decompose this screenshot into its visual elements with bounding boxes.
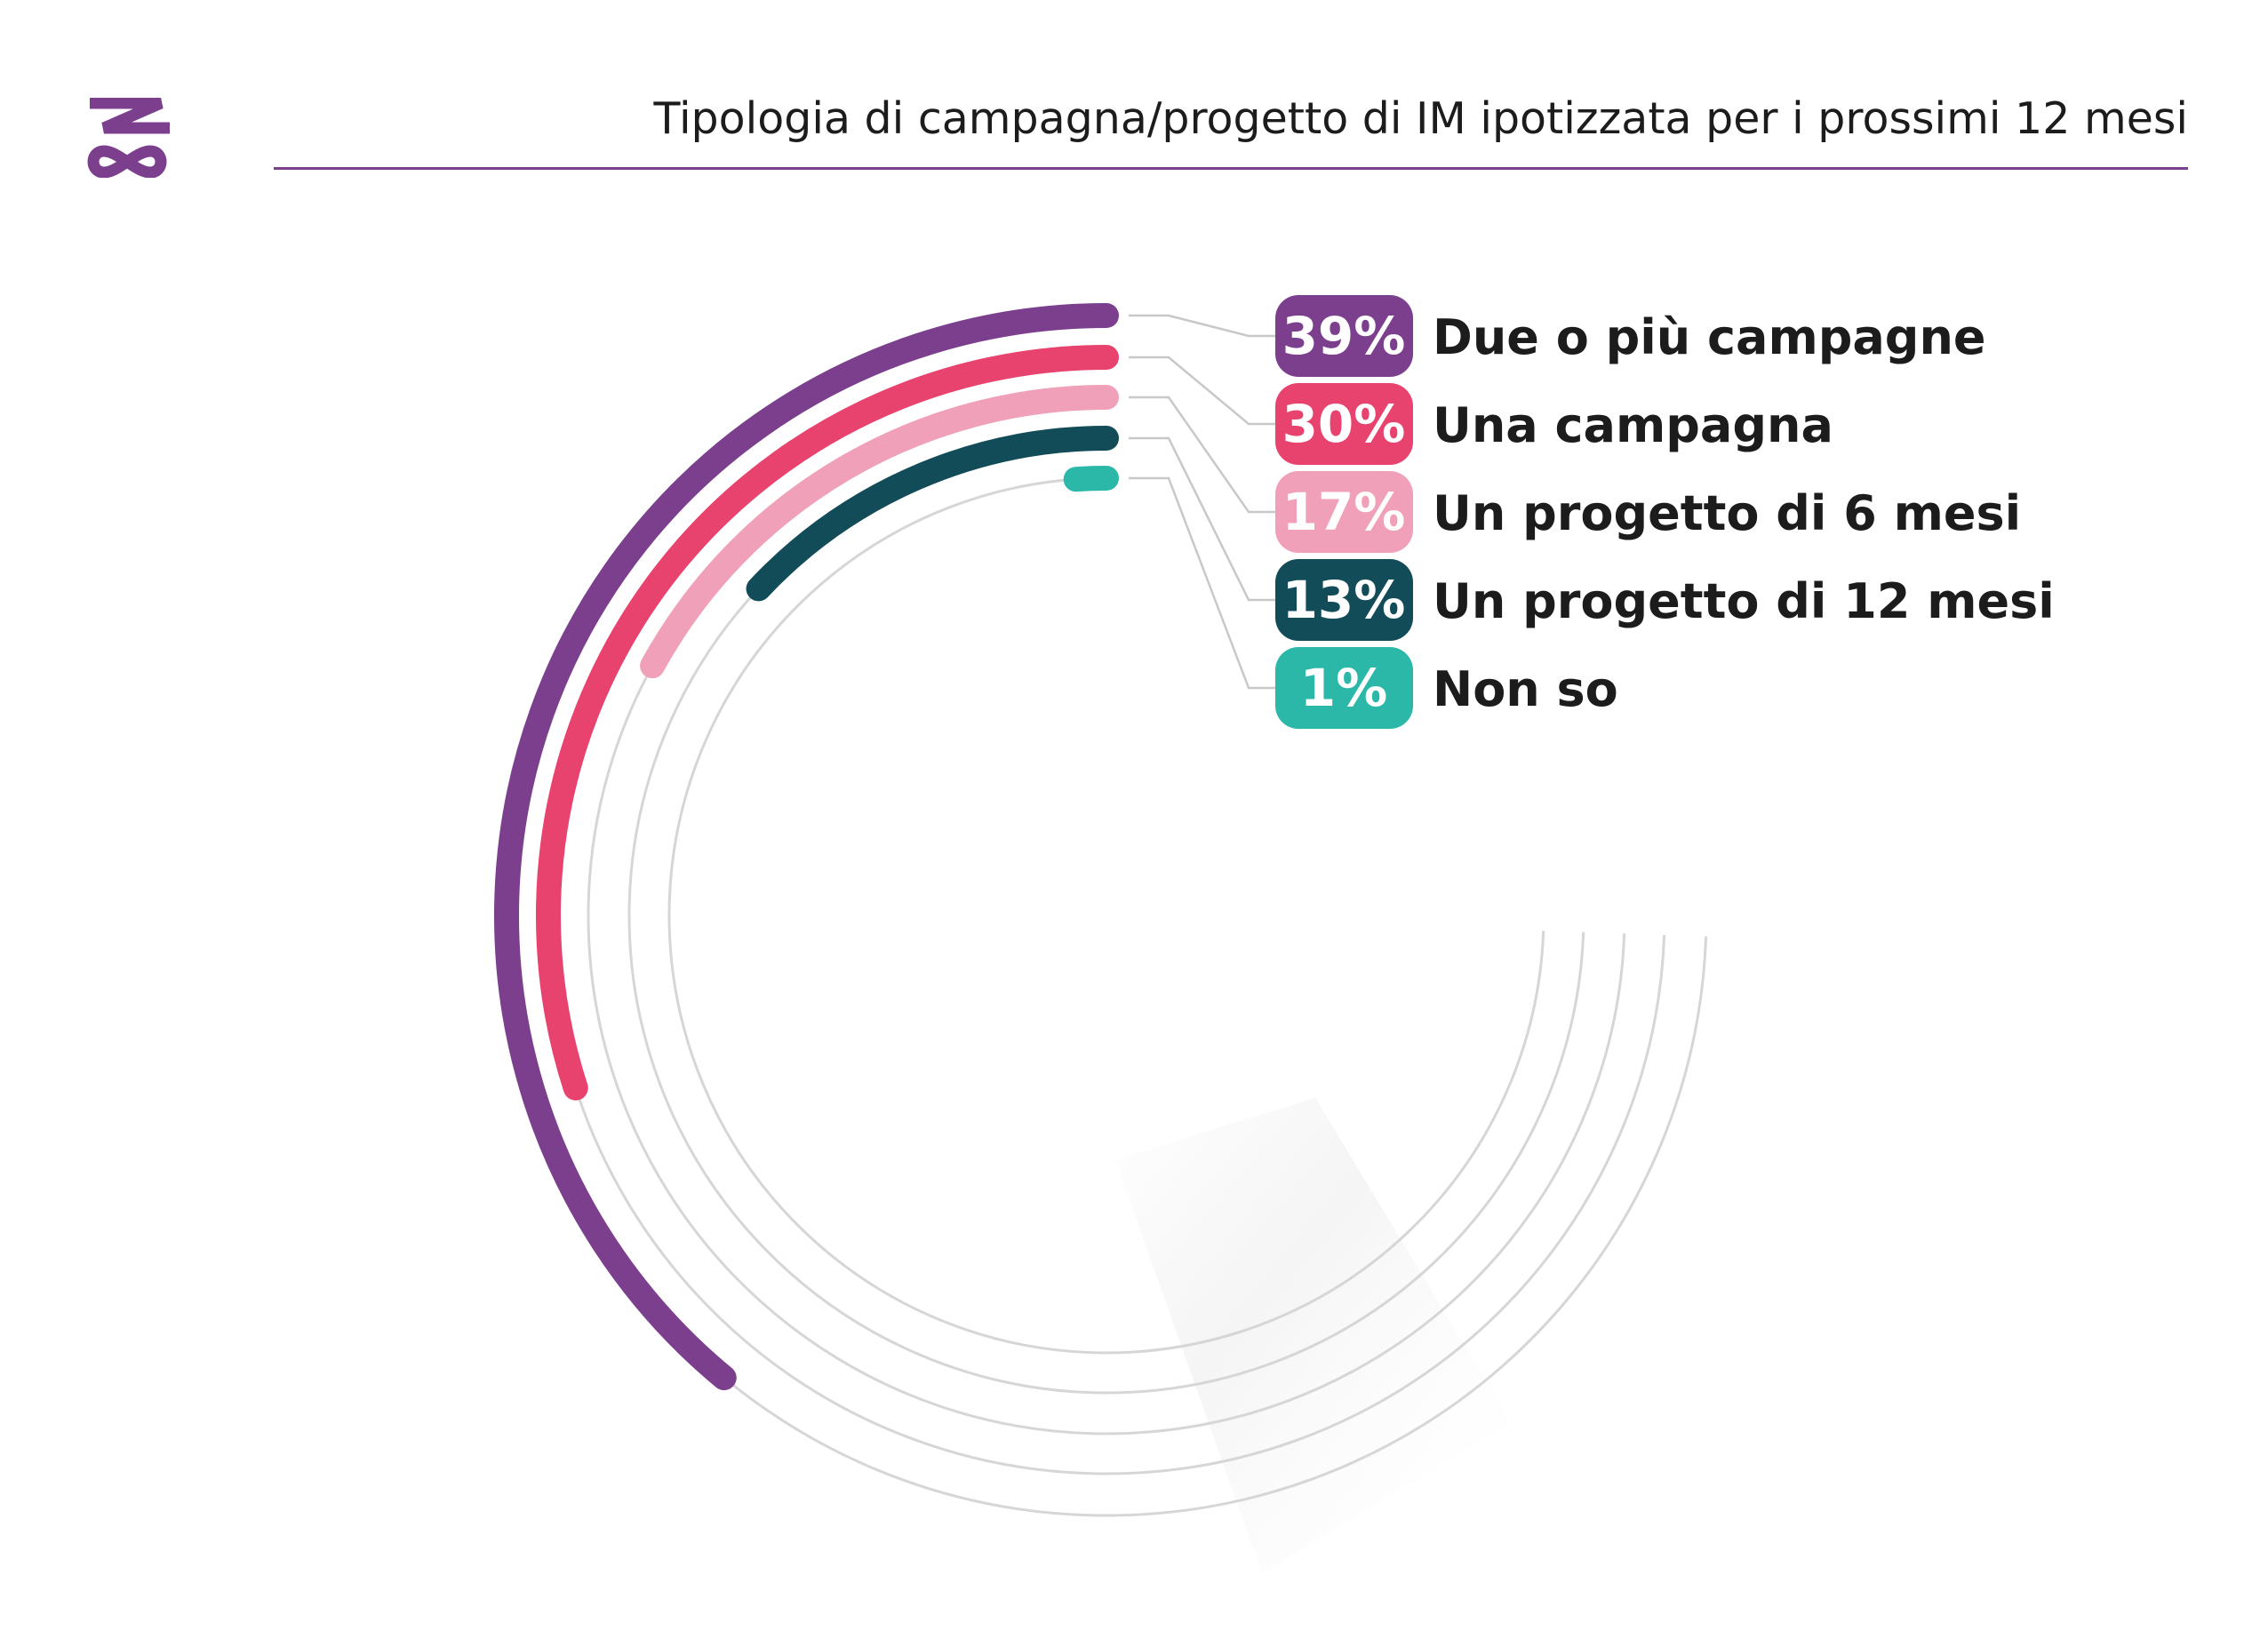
bar-4 xyxy=(746,426,1119,602)
leader-line xyxy=(1129,476,1284,690)
leader-line xyxy=(1129,356,1284,426)
leader-line xyxy=(1129,396,1284,514)
value-badge xyxy=(1275,471,1413,553)
bar-2 xyxy=(536,345,1119,1101)
bar-5 xyxy=(1063,466,1119,492)
category-label: Una campagna xyxy=(1433,397,1833,453)
value-badge xyxy=(1275,295,1413,377)
category-label: Un progetto di 6 mesi xyxy=(1433,485,2021,541)
bar-3 xyxy=(640,385,1119,679)
bar-1 xyxy=(494,303,1119,1391)
category-label: Un progetto di 12 mesi xyxy=(1433,573,2055,629)
value-badge xyxy=(1275,647,1413,729)
value-label: 17% xyxy=(1282,482,1406,542)
category-label: Due o più campagne xyxy=(1433,309,1986,365)
value-badge xyxy=(1275,383,1413,465)
decorative-shadow xyxy=(1115,1098,1511,1573)
value-label: 30% xyxy=(1282,394,1406,454)
value-badge xyxy=(1275,559,1413,641)
track-ring xyxy=(667,476,1545,1355)
brand-logo xyxy=(87,98,170,178)
leader-line xyxy=(1129,314,1284,338)
value-label: 1% xyxy=(1300,658,1387,718)
value-label: 13% xyxy=(1282,570,1406,630)
category-label: Non so xyxy=(1433,661,1618,717)
chart-title: Tipologia di campagna/progetto di IM ipo… xyxy=(653,93,2188,144)
leader-line xyxy=(1129,436,1284,602)
value-label: 39% xyxy=(1282,306,1406,366)
header-divider xyxy=(274,167,2188,170)
